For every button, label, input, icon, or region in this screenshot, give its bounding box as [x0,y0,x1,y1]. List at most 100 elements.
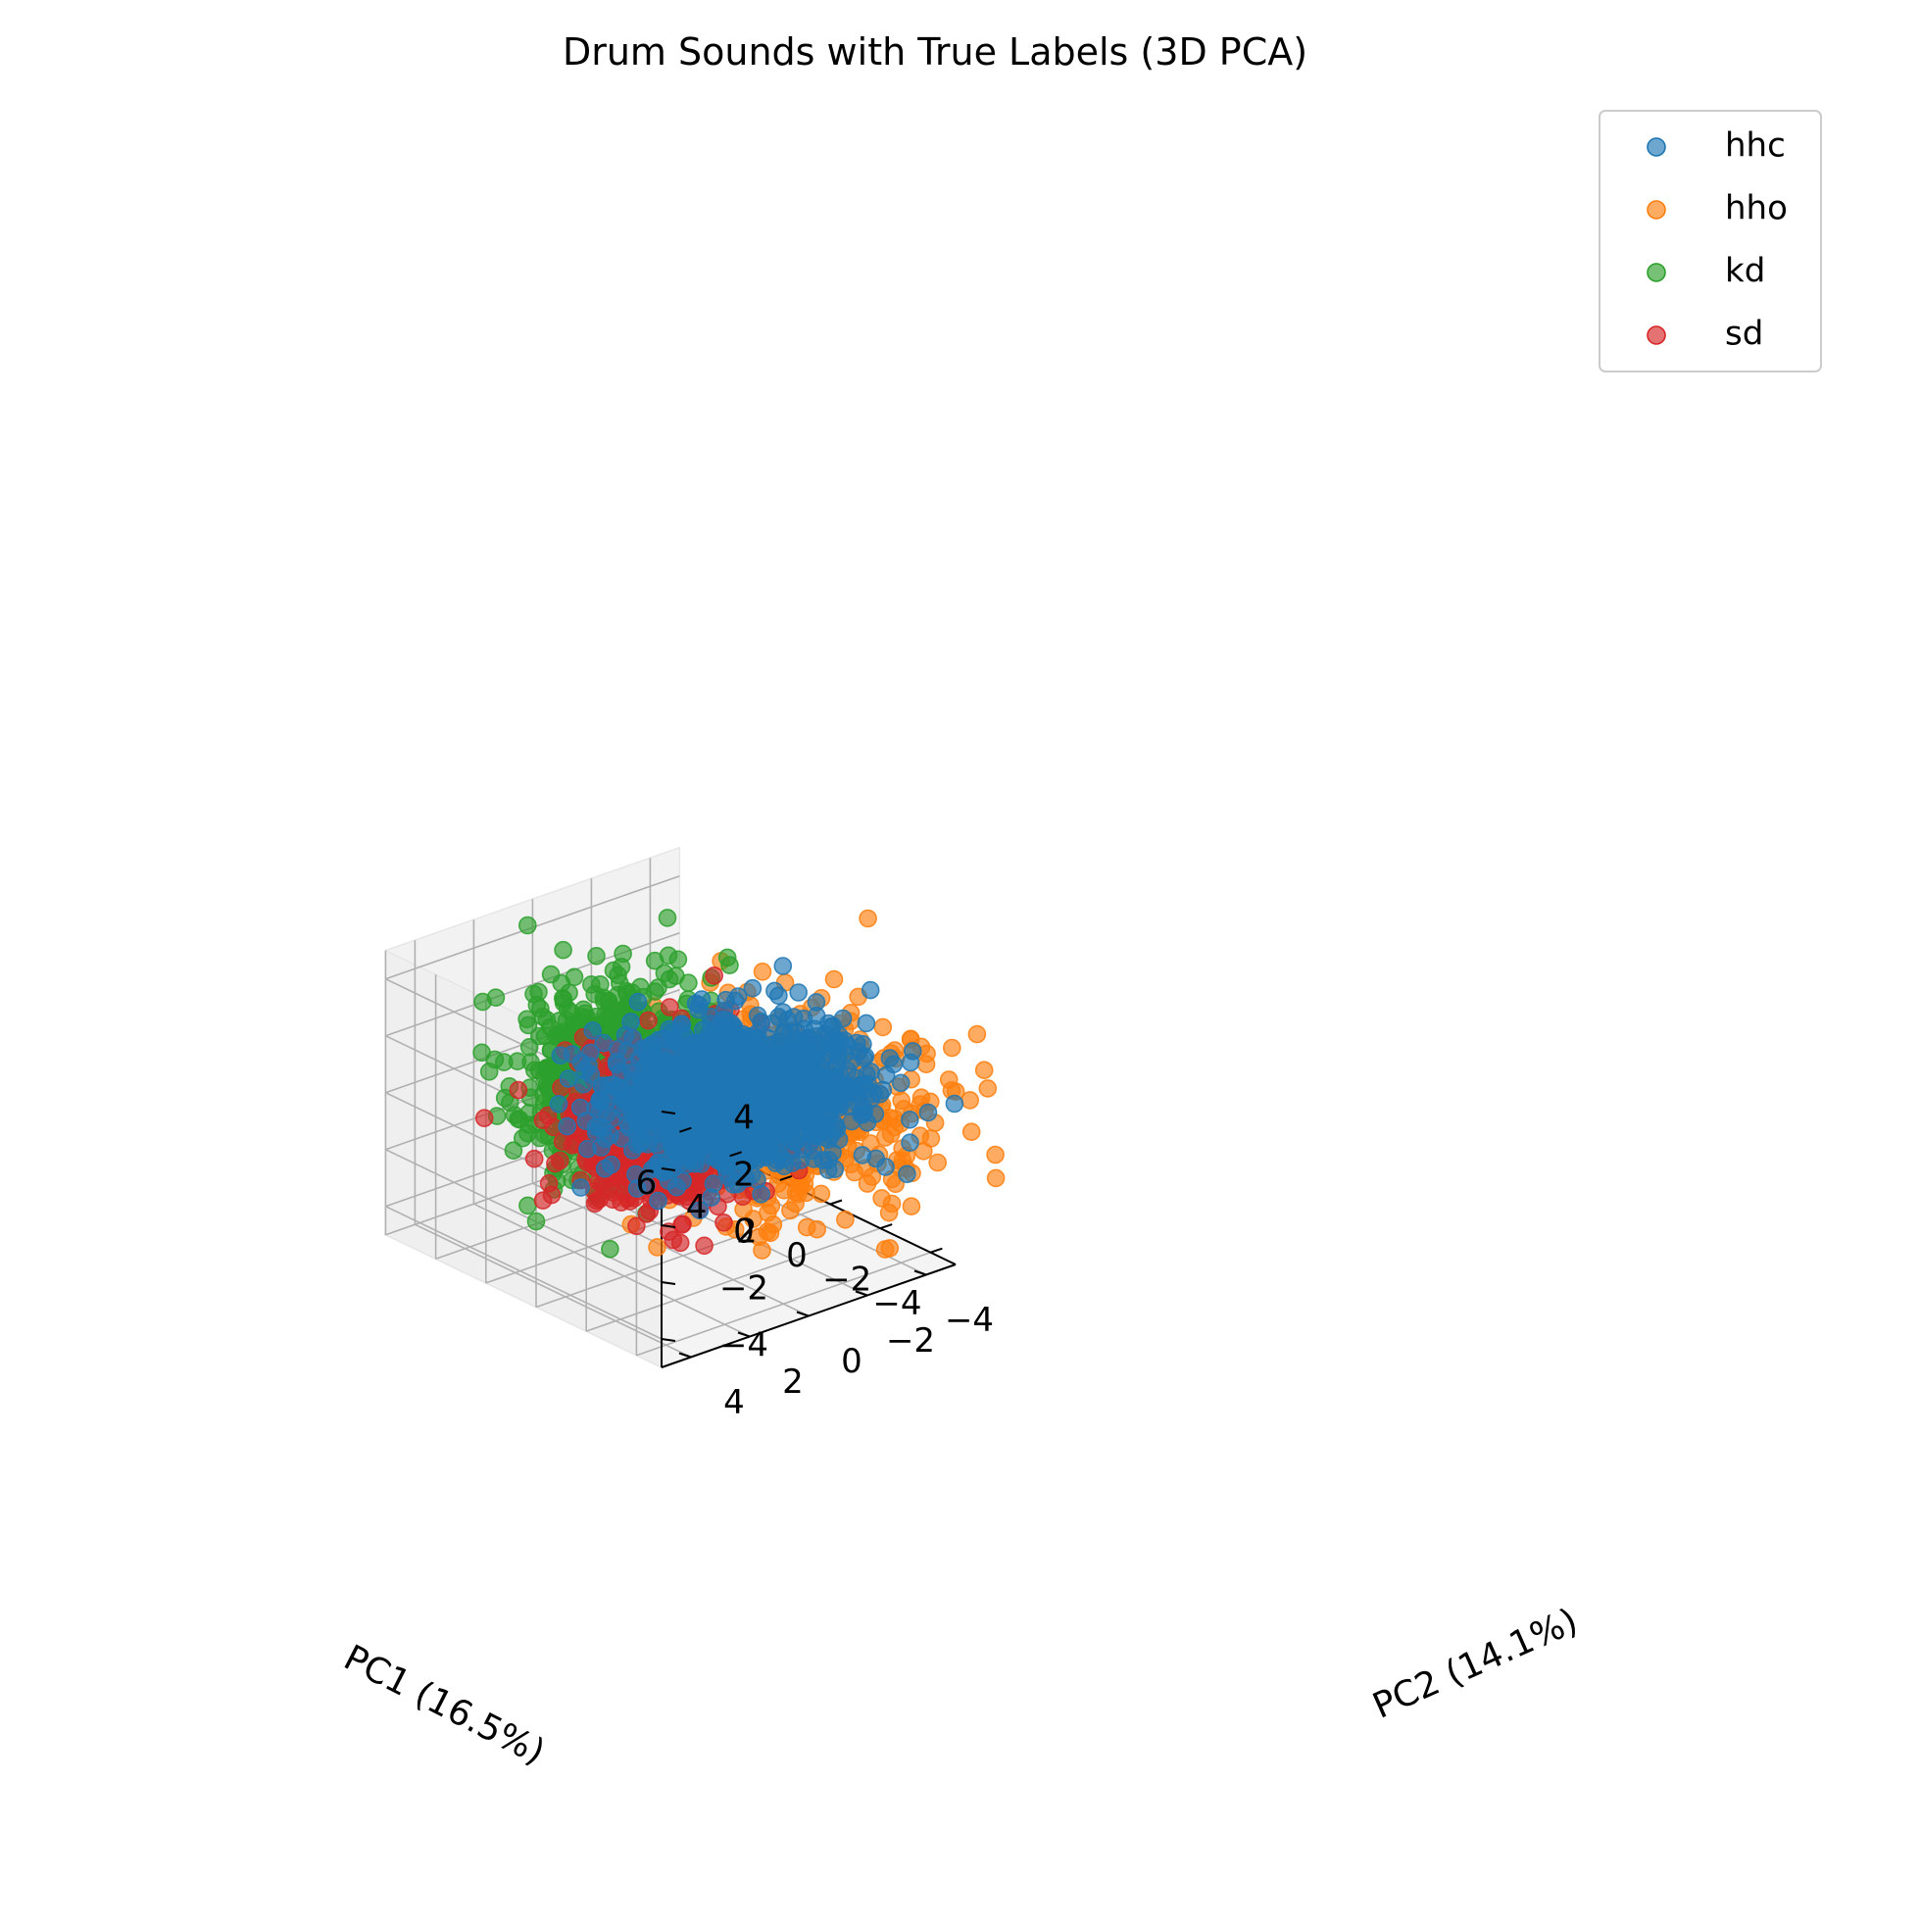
data-point [974,1061,994,1079]
grid-line-y-floor [415,1223,692,1359]
data-point [898,1164,916,1184]
data-point [861,980,880,1000]
data-point [541,965,561,984]
z-tick-label: 0 [733,1213,755,1252]
legend-label-sd: sd [1725,315,1763,354]
data-point [824,969,844,989]
data-point [880,1049,900,1067]
data-point [649,1076,667,1096]
data-point [573,1074,593,1094]
data-point [524,1149,544,1168]
data-point [550,1151,569,1170]
data-point [819,1151,838,1169]
legend-label-kd: kd [1725,252,1765,291]
data-point [762,1098,780,1117]
data-point [637,1176,656,1195]
data-point [717,1039,737,1059]
data-point [812,1036,832,1055]
y-tick-label: 2 [782,1362,804,1402]
data-point [789,983,809,1002]
data-point [649,978,667,997]
data-point [601,1240,619,1259]
data-point [942,1038,961,1058]
data-point [539,1174,559,1193]
data-point [486,988,506,1008]
data-point [836,1211,855,1229]
data-point [628,992,648,1012]
data-point [900,1111,919,1129]
data-point [549,1095,568,1114]
data-point [961,1122,981,1141]
data-point [856,1047,875,1065]
data-point [686,994,706,1014]
data-point [787,1030,807,1050]
data-point [945,1094,964,1114]
data-point [504,1141,523,1160]
data-point [670,1233,690,1253]
data-point [747,1045,765,1065]
legend-marker-hhc [1647,137,1666,157]
x-tick-label: 4 [686,1188,708,1227]
data-point [771,1076,791,1096]
data-point [879,1203,899,1222]
data-point [639,1011,658,1030]
data-point [554,940,572,960]
data-point [705,966,724,985]
data-point [540,1017,560,1037]
data-point [928,1153,948,1172]
data-point [641,1036,661,1056]
data-point [603,1190,622,1210]
data-point [857,1014,876,1033]
x-tick-label: −4 [872,1284,921,1323]
data-point [873,1017,893,1037]
series-hhc [549,957,964,1220]
legend: hhc hho kd sd [1599,110,1822,372]
data-point [786,1132,806,1151]
data-point [714,1088,732,1107]
data-point [781,1201,800,1220]
data-point [587,1191,607,1211]
data-point [859,909,877,928]
data-point [664,1046,683,1065]
x-tick-mark [930,1247,943,1254]
grid-line-y-floor [473,1203,751,1338]
data-point [875,1128,895,1147]
data-point [842,1112,862,1131]
data-point [592,1138,611,1157]
data-point [689,1119,709,1139]
data-point [704,1174,723,1193]
data-point [891,1073,911,1093]
data-point [576,1112,596,1130]
data-point [812,1184,831,1204]
data-point [583,1021,603,1040]
data-point [802,1060,821,1078]
y-tick-label: 0 [841,1342,862,1381]
data-point [673,1214,692,1234]
data-point [659,946,678,966]
data-point [659,1171,678,1190]
data-point [960,1091,980,1110]
data-point [765,981,784,1001]
legend-frame [1599,110,1822,372]
data-point [571,1178,590,1197]
y-tick-label: −4 [945,1301,994,1340]
data-point [608,1055,626,1074]
data-point [880,1239,900,1258]
data-point [500,1093,519,1113]
data-point [687,1087,706,1106]
legend-marker-kd [1647,263,1666,282]
data-point [648,1238,666,1257]
data-point [853,1146,872,1164]
data-point [854,1097,872,1116]
data-point [873,1080,893,1100]
data-point [602,1155,620,1174]
x-tick-mark [829,1199,843,1206]
data-point [538,1106,558,1125]
data-point [513,1128,532,1148]
data-point [518,1016,538,1035]
data-point [836,1083,856,1103]
data-point [474,1109,494,1127]
data-point [649,1191,667,1211]
data-point [509,1110,527,1128]
data-point [660,998,679,1016]
